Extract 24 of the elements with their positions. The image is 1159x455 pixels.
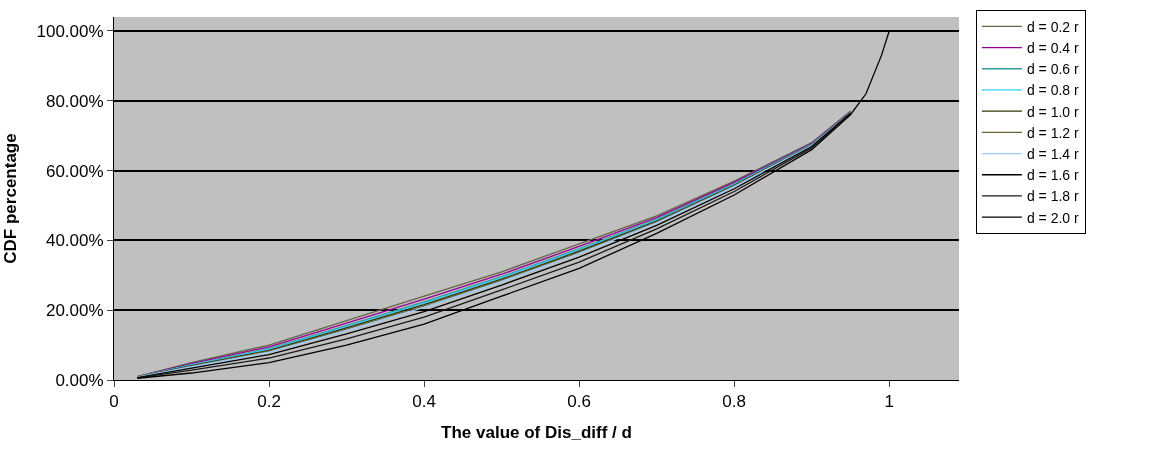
x-tick-label: 1 — [884, 392, 894, 412]
y-axis-title: CDF percentage — [1, 133, 21, 264]
legend-label: d = 1.4 r — [1026, 146, 1079, 162]
legend-label: d = 1.6 r — [1026, 167, 1079, 184]
legend-label: d = 0.4 r — [1026, 40, 1079, 56]
y-tick-label: 0.00% — [55, 370, 104, 390]
legend-label: d = 0.2 r — [1026, 18, 1079, 35]
x-tick-label: 0.2 — [257, 392, 281, 412]
x-axis-title: The value of Dis_diff / d — [441, 422, 632, 442]
y-tick-label: 40.00% — [45, 231, 104, 251]
x-tick-label: 0 — [109, 392, 119, 412]
legend-label: d = 1.0 r — [1026, 103, 1079, 120]
y-tick-label: 80.00% — [45, 91, 104, 111]
x-tick-label: 0.6 — [567, 392, 591, 412]
y-tick-label: 100.00% — [36, 21, 104, 41]
y-tick-label: 60.00% — [45, 161, 104, 181]
legend-label: d = 1.2 r — [1026, 124, 1079, 141]
legend-label: d = 0.6 r — [1026, 61, 1079, 78]
legend-label: d = 2.0 r — [1026, 209, 1079, 226]
legend-label: d = 0.8 r — [1026, 82, 1079, 99]
legend-label: d = 1.8 r — [1026, 188, 1079, 205]
y-tick-label: 20.00% — [45, 301, 104, 321]
x-tick-label: 0.8 — [722, 392, 746, 412]
x-tick-label: 0.4 — [412, 392, 436, 412]
